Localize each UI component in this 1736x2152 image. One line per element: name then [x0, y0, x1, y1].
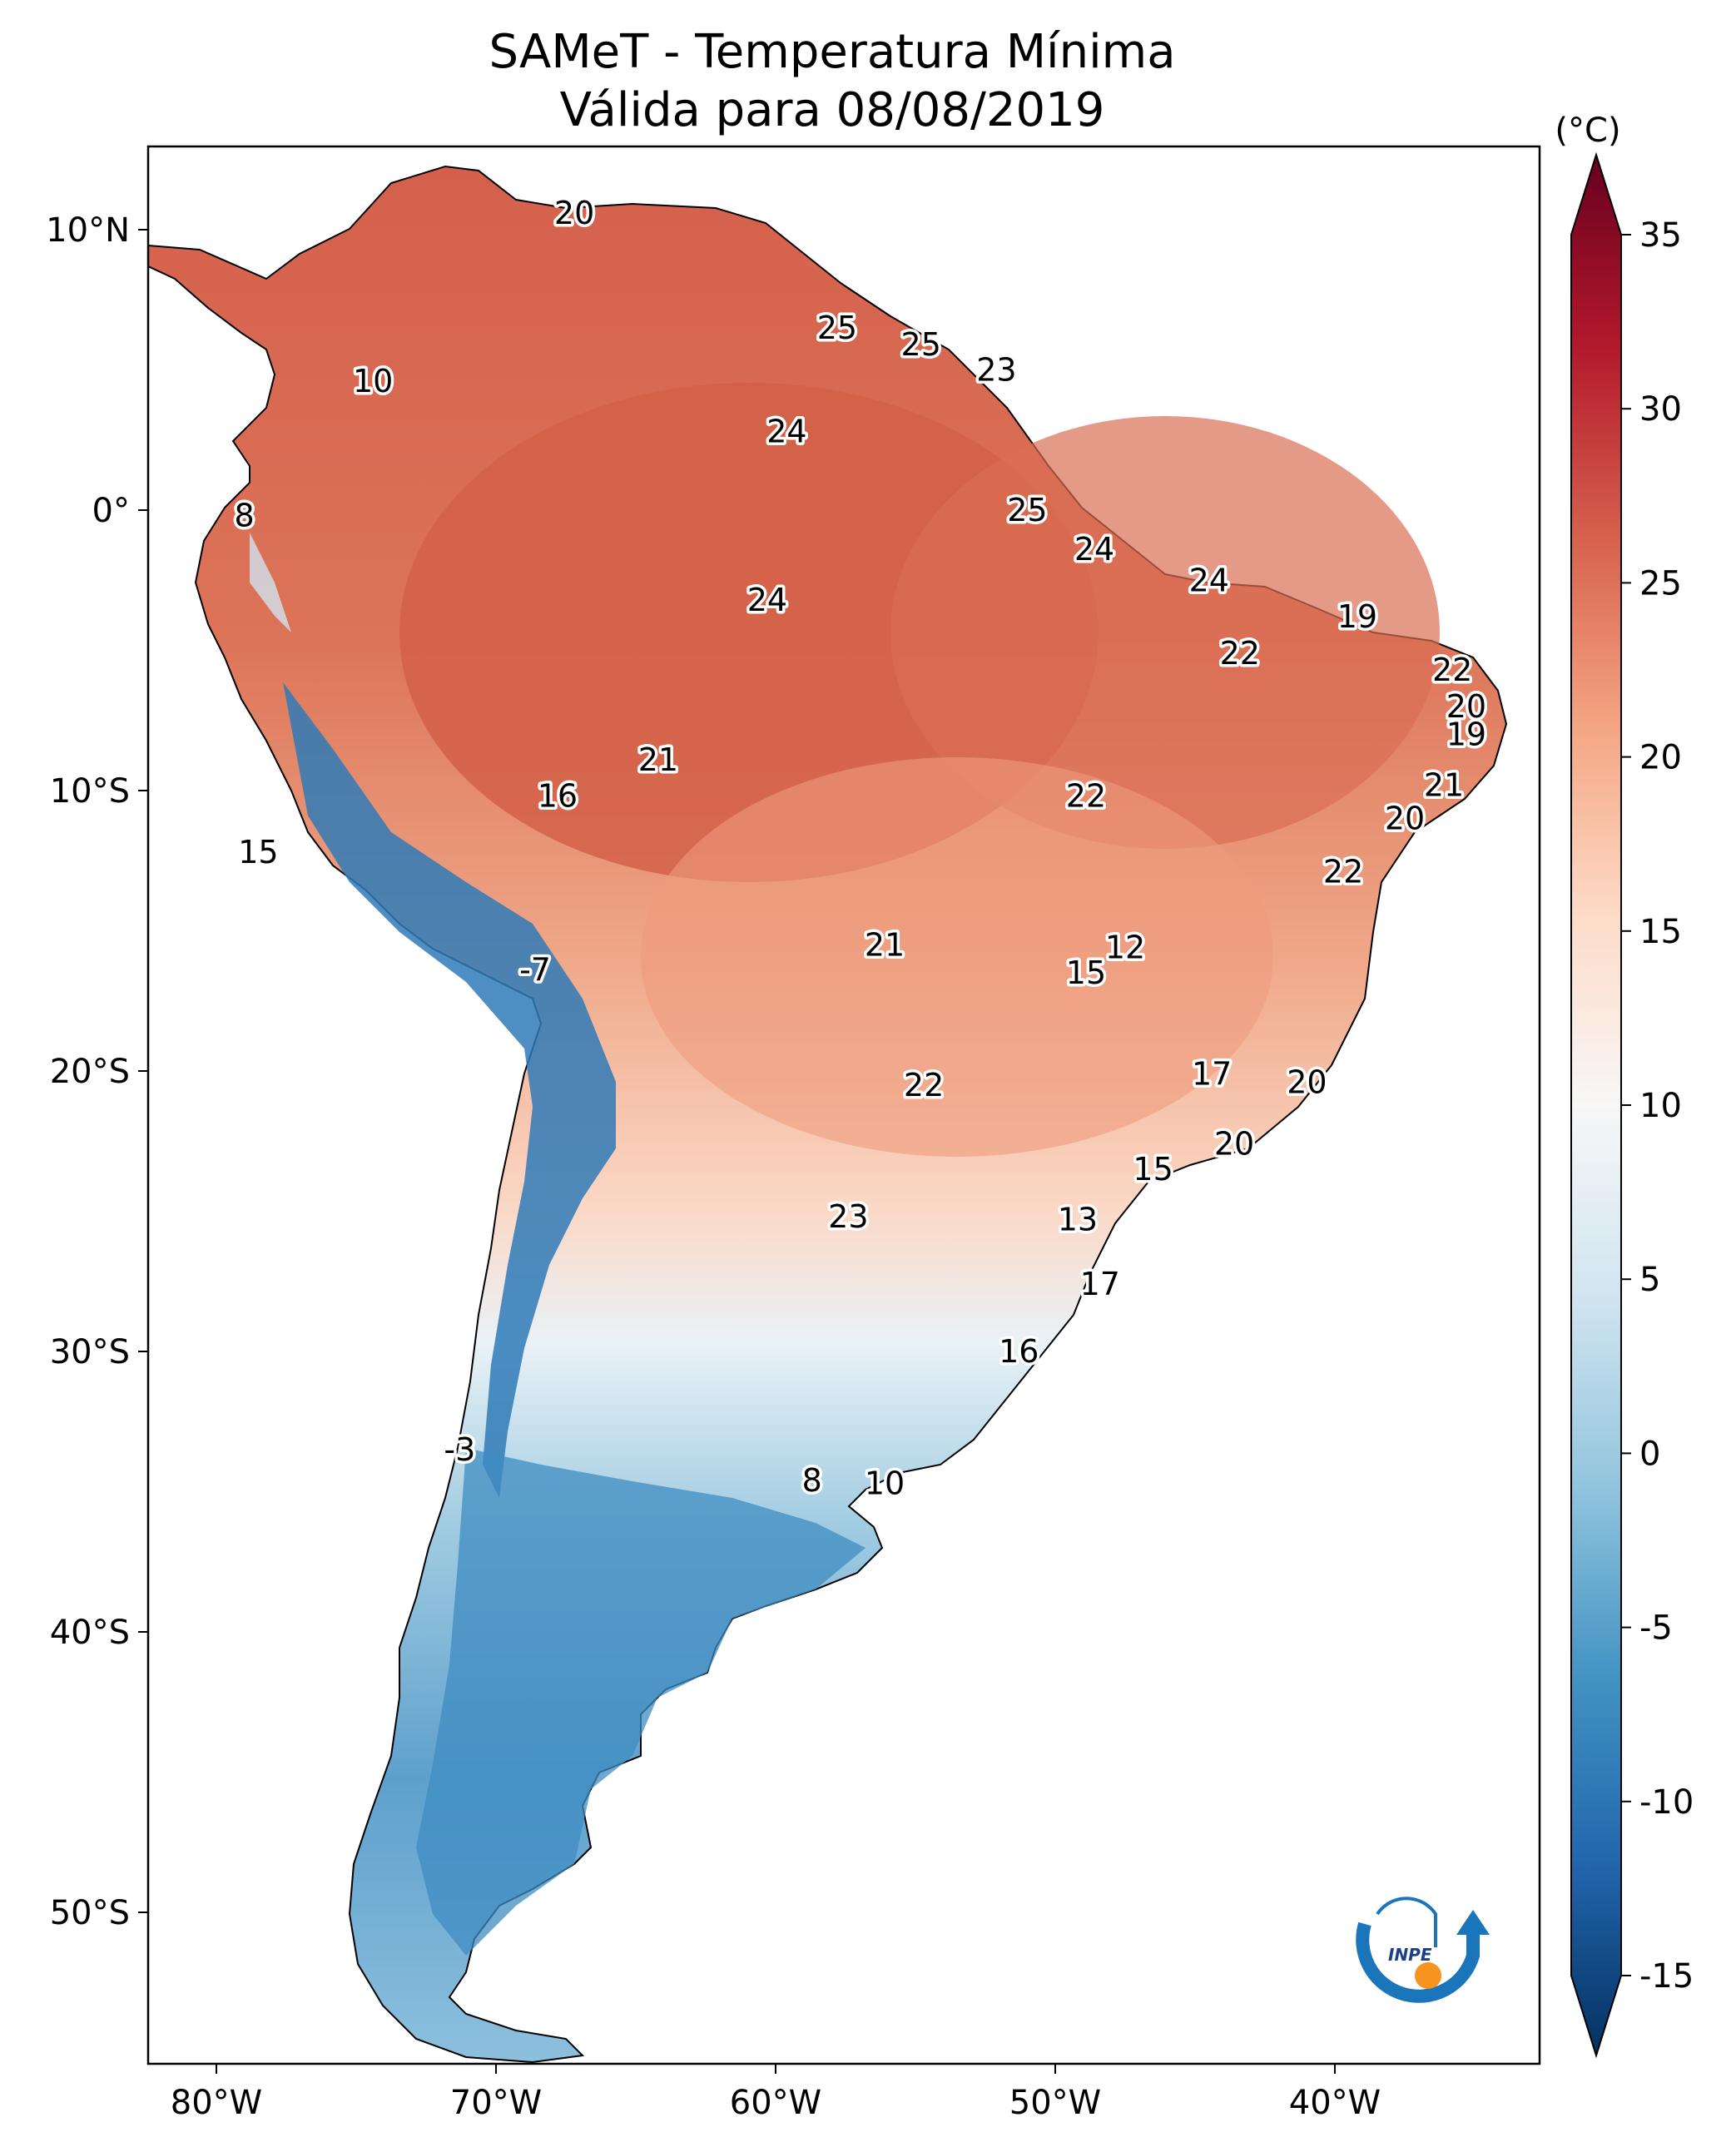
- latitude-tick-marks: [138, 229, 148, 1913]
- title-line-2: Válida para 08/08/2019: [559, 83, 1105, 137]
- contour-label: 21: [1424, 766, 1464, 803]
- contour-label: 20: [1287, 1064, 1327, 1100]
- colorbar-tick-label: 25: [1639, 564, 1682, 602]
- lon-tick-label: 70°W: [450, 2084, 542, 2122]
- inpe-logo: INPE: [1356, 1897, 1490, 2003]
- contour-label: 22: [1323, 854, 1363, 890]
- lat-tick-label: 20°S: [50, 1053, 130, 1091]
- contour-label: 22: [904, 1067, 944, 1103]
- contour-label: 24: [1074, 531, 1114, 568]
- contour-label: -3: [444, 1431, 475, 1468]
- contour-label: 10: [865, 1465, 905, 1501]
- colorbar: (°C) 35 30 25 20 15 10 5 0 -5 -10 -15: [1555, 112, 1694, 2059]
- contour-label: 22: [1432, 652, 1472, 688]
- logo-text: INPE: [1388, 1945, 1432, 1965]
- contour-label: 21: [638, 741, 678, 778]
- contour-label: 24: [766, 414, 806, 450]
- title-line-1: SAMeT - Temperatura Mínima: [489, 25, 1176, 79]
- contour-label: 10: [353, 363, 393, 399]
- latitude-tick-labels: 10°N 0° 10°S 20°S 30°S 40°S 50°S: [46, 211, 130, 1932]
- colorbar-ticks: [1621, 234, 1631, 1976]
- contour-label: 15: [1133, 1151, 1173, 1188]
- contour-label: 19: [1446, 717, 1486, 753]
- lat-tick-label: 10°N: [46, 211, 130, 250]
- lat-tick-label: 30°S: [50, 1333, 130, 1371]
- warm-northeast: [890, 416, 1440, 849]
- longitude-tick-labels: 80°W 70°W 60°W 50°W 40°W: [171, 2084, 1381, 2122]
- warm-core: [399, 383, 1099, 882]
- lat-tick-label: 0°: [92, 492, 130, 530]
- contour-label: 24: [1189, 562, 1229, 598]
- contour-label: 12: [1105, 930, 1145, 966]
- contour-label: 22: [1220, 635, 1260, 672]
- colorbar-tick-label: 10: [1639, 1087, 1682, 1125]
- lon-tick-label: 40°W: [1289, 2084, 1381, 2122]
- logo-inner-arc-icon: [1376, 1897, 1437, 1947]
- lat-tick-label: 50°S: [50, 1894, 130, 1932]
- contour-label: 23: [976, 352, 1016, 389]
- lat-tick-label: 40°S: [50, 1614, 130, 1652]
- contour-label: 25: [817, 310, 857, 346]
- lat-tick-label: 10°S: [50, 772, 130, 811]
- colorbar-tick-label: 15: [1639, 913, 1682, 951]
- contour-label: 15: [238, 834, 278, 870]
- contour-label: 16: [538, 778, 578, 815]
- colorbar-tick-label: -10: [1639, 1783, 1694, 1822]
- colorbar-tick-label: -5: [1639, 1609, 1673, 1648]
- contour-label: 25: [1007, 492, 1047, 528]
- contour-label: 16: [999, 1333, 1039, 1370]
- contour-label: 21: [865, 926, 905, 963]
- map-frame: [146, 145, 1541, 2065]
- map-title: SAMeT - Temperatura Mínima Válida para 0…: [125, 23, 1540, 140]
- logo-sun-icon: [1415, 1962, 1441, 1989]
- contour-label: 23: [828, 1198, 868, 1235]
- andes-cold-band: [283, 682, 616, 1498]
- colorbar-tick-labels: 35 30 25 20 15 10 5 0 -5 -10 -15: [1639, 216, 1694, 1996]
- logo-arrow-icon: [1456, 1910, 1490, 1935]
- colorbar-tick-label: 20: [1639, 739, 1682, 777]
- contour-label: 20: [1214, 1126, 1254, 1163]
- andes-north-cold: [250, 533, 291, 632]
- logo-ring-icon: [1356, 1921, 1480, 2003]
- contour-label: 20: [1385, 801, 1425, 837]
- lon-tick-label: 80°W: [171, 2084, 262, 2122]
- temperature-field: [148, 165, 1508, 2064]
- longitude-tick-marks: [216, 2064, 1336, 2074]
- contour-label: 20: [554, 195, 594, 231]
- colorbar-tick-label: 35: [1639, 216, 1682, 255]
- contour-label: 22: [1066, 778, 1106, 815]
- contour-label: 15: [1066, 955, 1106, 991]
- colorbar-body: [1570, 151, 1622, 2059]
- contour-label: 20: [1446, 688, 1486, 725]
- contour-label: 8: [802, 1462, 822, 1499]
- lon-tick-label: 50°W: [1009, 2084, 1101, 2122]
- contour-label: 25: [901, 326, 941, 363]
- contour-label: 8: [235, 498, 255, 534]
- colorbar-tick-label: 30: [1639, 390, 1682, 429]
- colorbar-tick-label: 0: [1639, 1435, 1660, 1473]
- colorbar-unit-label: (°C): [1555, 112, 1620, 150]
- contour-label: -7: [519, 952, 551, 989]
- colorbar-tick-label: 5: [1639, 1261, 1660, 1299]
- contour-label: 13: [1058, 1202, 1098, 1238]
- contour-label: 17: [1192, 1055, 1232, 1092]
- colorbar-tick-label: -15: [1639, 1957, 1694, 1996]
- warm-central: [641, 757, 1273, 1157]
- contour-label: 17: [1080, 1266, 1120, 1302]
- patagonia-cold: [416, 1448, 866, 1956]
- contour-label: 24: [747, 582, 787, 618]
- contour-label: 19: [1337, 598, 1377, 635]
- lon-tick-label: 60°W: [730, 2084, 821, 2122]
